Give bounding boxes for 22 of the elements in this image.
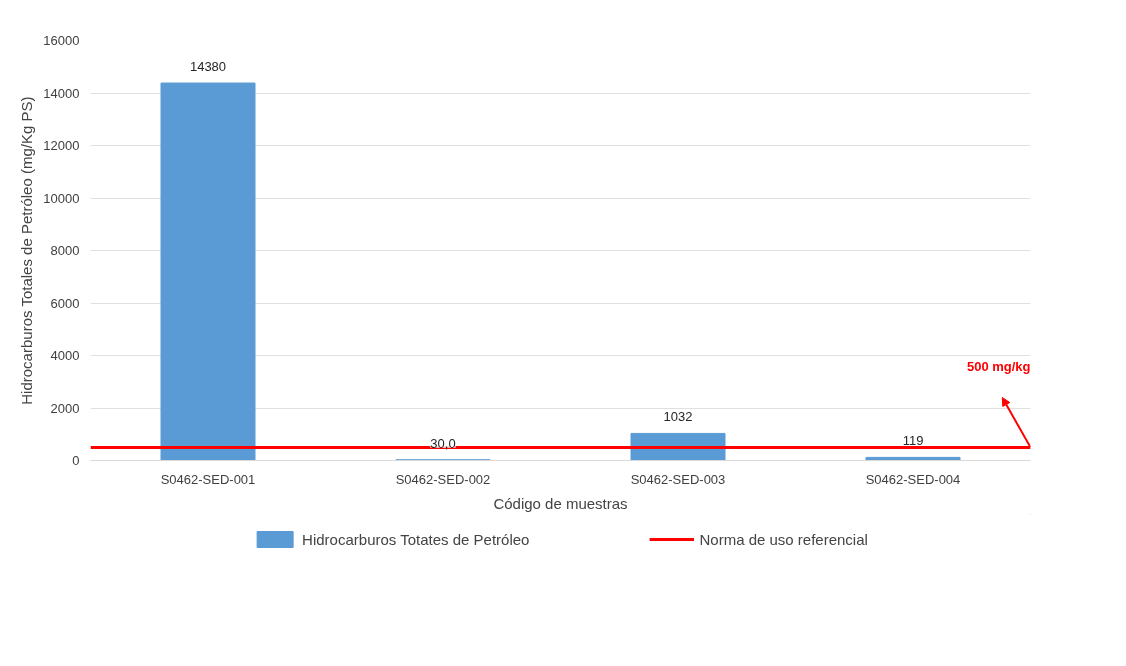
y-axis-title: Hidrocarburos Totales de Petróleo (mg/Kg PS) — [18, 96, 36, 405]
x-tick-label: S0462-SED-002 — [395, 471, 491, 487]
y-tick-label: 10000 — [43, 190, 80, 206]
y-tick-label: 2000 — [50, 400, 80, 416]
x-tick-label: S0462-SED-004 — [865, 471, 961, 487]
y-tick-label: 4000 — [50, 348, 80, 363]
x-tick-label: S0462-SED-001 — [160, 471, 256, 487]
y-tick-label: 12000 — [43, 138, 80, 153]
annotation: 500 mg/kg — [966, 358, 1031, 374]
y-tick-label: 8000 — [50, 243, 80, 258]
y-tick-label: 16000 — [43, 33, 80, 48]
data-label: 1032 — [663, 409, 693, 425]
data-label: 30,0 — [430, 435, 456, 451]
y-tick-label: 0 — [72, 453, 80, 468]
legend-label: Hidrocarburos Totates de Petróleo — [302, 530, 530, 548]
data-label: 14380 — [189, 59, 227, 75]
data-label: 119 — [902, 433, 924, 449]
x-tick-label: S0462-SED-003 — [630, 471, 726, 487]
y-tick-label: 14000 — [43, 85, 80, 101]
y-tick-label: 6000 — [50, 295, 80, 311]
x-axis-title: Código de muestras — [493, 494, 628, 512]
legend-label: Norma de uso referencial — [699, 530, 868, 548]
